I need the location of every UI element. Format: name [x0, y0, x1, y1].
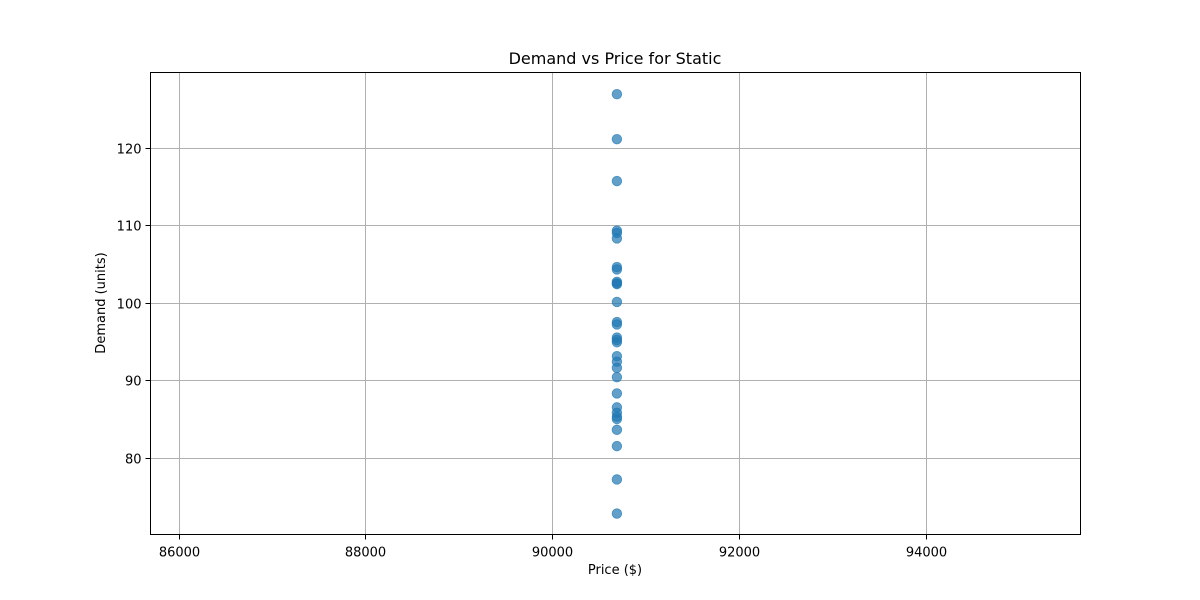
data-points: [611, 89, 623, 519]
x-tick-label: 92000: [719, 546, 760, 561]
y-tick-label: 90: [125, 375, 142, 390]
x-tick-label: 90000: [532, 546, 573, 561]
data-point: [611, 334, 623, 346]
y-tick-label: 120: [117, 143, 142, 158]
y-tick-label: 110: [117, 220, 142, 235]
y-tick-label: 100: [117, 298, 142, 313]
data-point: [611, 440, 623, 452]
data-point: [611, 371, 623, 383]
data-point: [611, 424, 623, 436]
axis-ticks: 86000 88000 90000 92000 94000 80 90 100 110 120: [117, 143, 948, 561]
x-tick-label: 86000: [159, 546, 200, 561]
x-axis-label: Price ($): [588, 563, 642, 578]
data-point: [611, 133, 623, 145]
x-tick-label: 94000: [906, 546, 947, 561]
data-point: [611, 388, 623, 399]
data-point: [611, 89, 623, 100]
data-point: [611, 296, 623, 308]
data-point: [611, 319, 623, 330]
chart-title: Demand vs Price for Static: [509, 49, 722, 68]
y-axis-label: Demand (units): [94, 252, 109, 353]
data-point: [611, 508, 623, 519]
data-point: [611, 413, 623, 425]
data-point: [611, 278, 623, 289]
data-point: [611, 175, 623, 187]
x-tick-label: 88000: [345, 546, 386, 561]
data-point: [611, 362, 623, 374]
data-point: [611, 474, 623, 485]
data-point: [611, 233, 623, 244]
data-point: [611, 264, 623, 275]
y-tick-label: 80: [125, 453, 142, 468]
